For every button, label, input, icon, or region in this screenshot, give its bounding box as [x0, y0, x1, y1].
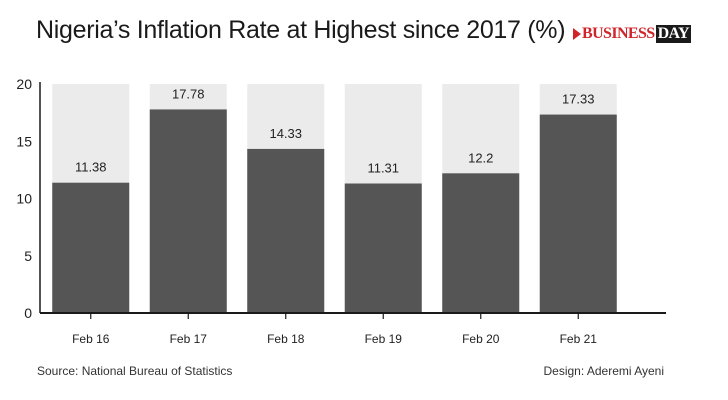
logo-word-day: DAY	[655, 25, 691, 43]
bar	[52, 182, 130, 313]
y-tick-label: 20	[16, 76, 32, 92]
x-tick-label: Feb 20	[462, 332, 500, 346]
y-tick-label: 0	[24, 305, 32, 321]
bar	[149, 109, 227, 313]
y-tick-labels: 0 5 10 15 20	[16, 76, 32, 321]
x-tick-label: Feb 18	[267, 332, 305, 346]
y-tick-label: 10	[16, 191, 32, 207]
bar	[442, 173, 520, 313]
data-label: 11.31	[367, 161, 399, 176]
x-tick-label: Feb 17	[170, 332, 208, 346]
x-tick-label: Feb 19	[365, 332, 403, 346]
chart-title: Nigeria’s Inflation Rate at Highest sinc…	[36, 16, 566, 44]
data-label: 17.33	[562, 92, 595, 107]
y-tick-label: 5	[24, 248, 32, 264]
bars	[52, 109, 617, 313]
axes	[39, 82, 666, 319]
data-label: 17.78	[172, 86, 205, 101]
bar	[344, 183, 422, 313]
value-labels: 11.38 17.78 14.33 11.31 12.2 17.33	[75, 86, 595, 175]
logo-triangle-icon	[573, 28, 581, 40]
x-tick-label: Feb 21	[560, 332, 598, 346]
background-bands	[52, 84, 617, 313]
y-tick-label: 15	[16, 133, 32, 149]
data-label: 11.38	[75, 160, 107, 175]
logo-word-business: BUSINESS	[582, 25, 655, 42]
source-note: Source: National Bureau of Statistics	[37, 364, 233, 378]
x-tick-label: Feb 16	[72, 332, 110, 346]
category-labels: Feb 16 Feb 17 Feb 18 Feb 19 Feb 20 Feb 21	[72, 332, 597, 346]
data-label: 14.33	[269, 126, 302, 141]
data-label: 12.2	[468, 150, 493, 165]
design-credit: Design: Aderemi Ayeni	[543, 364, 664, 378]
bar	[247, 148, 325, 313]
brand-logo: BUSINESS DAY	[573, 25, 691, 43]
bar	[539, 114, 617, 313]
